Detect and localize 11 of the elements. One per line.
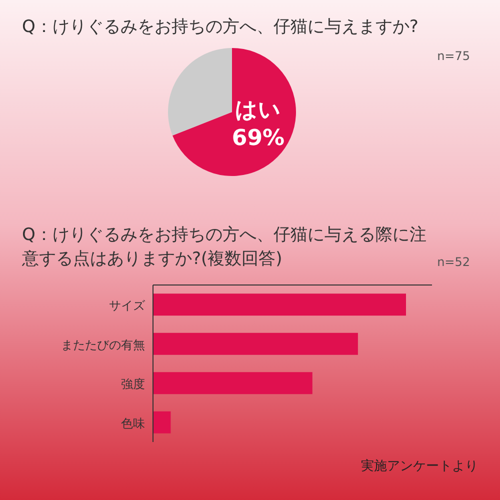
- text: n=52: [437, 255, 470, 269]
- chart-title: Q：けりぐるみをお持ちの方へ、仔猫に与えますか?: [22, 17, 418, 37]
- text: 実施アンケートより: [361, 458, 478, 474]
- slice-label: はい: [235, 98, 282, 124]
- chart-title: Q：けりぐるみをお持ちの方へ、仔猫に与える際に注意する点はありますか?(複数回答): [21, 225, 426, 269]
- y-tick-label: 強度: [121, 377, 145, 392]
- text: n=75: [437, 49, 470, 63]
- data-label: 69%: [232, 126, 285, 152]
- y-tick-label: サイズ: [109, 298, 146, 313]
- y-tick-label: 色味: [121, 416, 145, 430]
- y-tick-label: またたびの有無: [61, 338, 145, 352]
